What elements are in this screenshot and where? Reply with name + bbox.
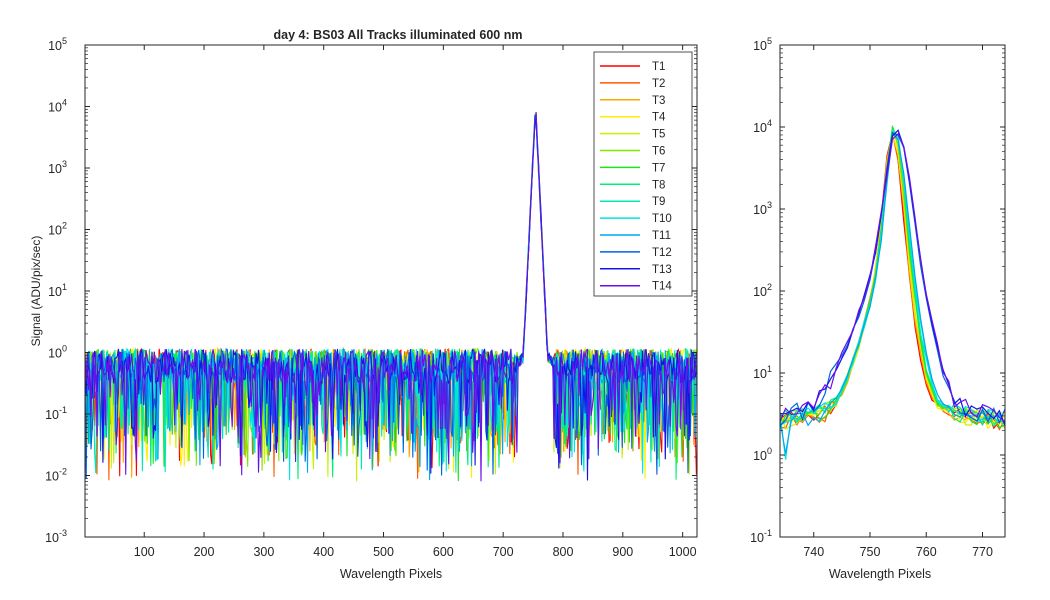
zoom-x-tick-label: 770 [972,545,993,559]
zoom-y-tick-label: 102 [753,282,772,299]
zoom-plot-area [780,45,1005,537]
main-x-tick-label: 1000 [669,545,697,559]
main-x-tick-label: 900 [612,545,633,559]
zoom-plot: 740 750 760 770 10-1 100 101 102 103 104 105 Wave… [750,36,1006,581]
main-y-tick-label: 10-3 [45,528,67,545]
legend: T1 T2 T3 T4 T5 T6 T7 T8 T9 T10 T11 T12 T13 T14 [593,51,693,297]
legend-label-T6: T6 [652,146,665,158]
main-chart-title: day 4: BS03 All Tracks illuminated 600 n… [274,28,523,42]
zoom-y-tick-label: 104 [753,118,772,135]
zoom-y-tick-label: 105 [753,36,772,53]
main-x-tick-label: 200 [194,545,215,559]
main-y-axis-label: Signal (ADU/pix/sec) [29,236,43,347]
legend-label-T10: T10 [652,213,672,225]
main-y-tick-label: 102 [48,221,67,238]
legend-box [593,51,693,297]
legend-label-T11: T11 [652,230,671,242]
main-x-tick-label: 100 [134,545,155,559]
main-y-tick-label: 10-1 [45,405,67,422]
main-x-tick-label: 400 [313,545,334,559]
main-x-ticks: 100 200 300 400 500 600 700 800 900 1000 [134,45,697,559]
legend-label-T1: T1 [652,61,665,73]
main-y-tick-label: 104 [48,98,67,115]
main-y-tick-label: 100 [48,344,67,361]
legend-label-T13: T13 [652,264,672,276]
legend-label-T8: T8 [652,179,665,191]
legend-label-T2: T2 [652,78,665,90]
legend-label-T14: T14 [652,281,672,293]
main-y-tick-label: 103 [48,159,67,176]
main-y-ticks: 10-3 10-2 10-1 100 101 102 103 104 105 [45,36,697,545]
zoom-x-tick-label: 760 [916,545,937,559]
zoom-y-tick-label: 10-1 [750,528,772,545]
main-x-axis-label: Wavelength Pixels [340,567,442,581]
zoom-y-tick-label: 103 [753,200,772,217]
zoom-series-line-T14 [779,132,1006,423]
zoom-x-tick-label: 750 [860,545,881,559]
legend-label-T12: T12 [652,247,672,259]
main-y-tick-label: 10-2 [45,467,67,484]
zoom-x-tick-label: 740 [803,545,824,559]
zoom-series-line-T8 [779,125,1006,428]
main-x-tick-label: 800 [553,545,574,559]
main-x-tick-label: 700 [493,545,514,559]
legend-label-T5: T5 [652,129,665,141]
zoom-x-ticks: 740 750 760 770 [803,45,993,559]
zoom-y-ticks: 10-1 100 101 102 103 104 105 [750,36,1005,545]
legend-label-T9: T9 [652,196,665,208]
main-plot: 100 200 300 400 500 600 700 800 900 1000 10-3 10-2… [29,28,698,581]
zoom-y-tick-label: 101 [753,364,772,381]
main-y-tick-label: 101 [48,282,67,299]
legend-label-T4: T4 [652,112,666,124]
main-x-tick-label: 300 [253,545,274,559]
main-series-lines [84,111,697,482]
zoom-y-tick-label: 100 [753,446,772,463]
zoom-series-line-T12 [779,131,1006,427]
zoom-series-lines [779,124,1006,460]
main-x-tick-label: 600 [433,545,454,559]
main-x-tick-label: 500 [373,545,394,559]
legend-label-T3: T3 [652,95,665,107]
main-series-line-T14 [84,112,697,482]
zoom-x-axis-label: Wavelength Pixels [829,567,931,581]
main-y-tick-label: 105 [48,36,67,53]
legend-label-T7: T7 [652,162,665,174]
